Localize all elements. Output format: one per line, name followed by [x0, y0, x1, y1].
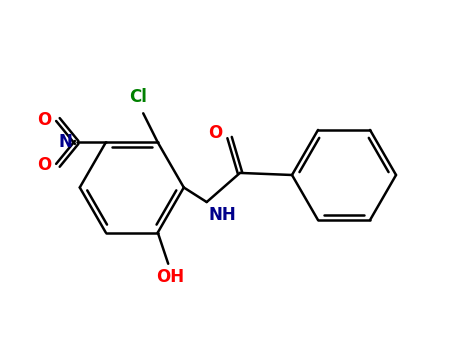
- Text: N: N: [59, 133, 72, 152]
- Text: O: O: [37, 156, 52, 174]
- Text: OH: OH: [156, 268, 184, 286]
- Text: Cl: Cl: [129, 88, 147, 106]
- Text: O: O: [37, 111, 52, 128]
- Text: NH: NH: [209, 206, 237, 224]
- Text: O: O: [208, 124, 222, 141]
